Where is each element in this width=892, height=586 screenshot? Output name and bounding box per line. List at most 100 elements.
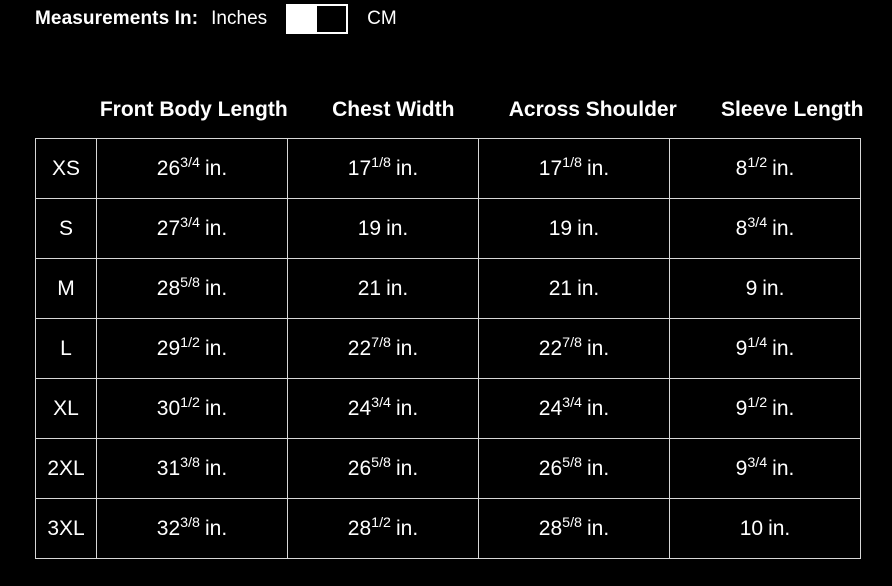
measurement-fraction: 5/8 [562,454,582,471]
size-measurements-table: XS 263/4 in. 171/8 in. 171/8 in. 81/2 in. S 273/4 i… [35,138,861,559]
measurement-cell: 265/8 in. [478,438,670,499]
measurement-cell: 93/4 in. [669,438,861,499]
measurement-whole: 9 [735,336,748,360]
measurement-whole: 26 [156,156,181,180]
measurement-unit: in. [772,336,795,360]
measurement-cell: 81/2 in. [669,138,861,199]
measurement-whole: 28 [538,516,563,540]
measurement-value: 171/8 in. [347,155,418,181]
measurement-whole: 19 [357,216,382,240]
measurement-cell: 273/4 in. [96,198,288,259]
measurement-value: 21 in. [549,277,600,301]
measurement-whole: 28 [347,516,372,540]
size-label-cell: S [35,198,97,259]
measurement-fraction: 3/4 [180,154,200,171]
table-row: XS 263/4 in. 171/8 in. 171/8 in. 81/2 in. [35,138,861,199]
measurement-whole: 27 [156,216,181,240]
measurement-value: 227/8 in. [539,335,609,361]
measurement-unit: in. [768,516,791,540]
measurement-value: 19 in. [549,217,600,241]
measurement-whole: 8 [735,216,748,240]
measurement-fraction: 5/8 [371,454,391,471]
measurement-whole: 24 [538,396,563,420]
measurement-value: 83/4 in. [735,214,795,241]
measurement-unit: in. [205,516,228,540]
measurement-unit: in. [205,216,228,240]
measurement-cell: 9 in. [669,258,861,319]
unit-option-inches[interactable]: Inches [211,8,268,29]
measurement-unit: in. [396,456,419,480]
measurement-value: 243/4 in. [538,394,610,421]
measurement-cell: 285/8 in. [478,498,670,559]
measurement-value: 227/8 in. [347,335,419,361]
measurement-value: 313/8 in. [156,455,227,481]
measurement-unit: in. [772,396,795,420]
measurement-value: 9 in. [746,277,785,301]
measurement-cell: 313/8 in. [96,438,288,499]
measurement-unit: in. [396,336,419,360]
measurement-fraction: 1/4 [747,334,768,351]
measurement-value: 19 in. [358,217,409,241]
measurement-cell: 171/8 in. [478,138,670,199]
column-header-across-shoulder: Across Shoulder [508,98,677,121]
measurement-unit: in. [396,396,419,420]
measurement-fraction: 3/4 [562,394,582,411]
column-headers: Front Body Length Chest Width Across Sho… [94,92,892,128]
size-label-cell: L [35,318,97,379]
measurement-fraction: 3/4 [371,394,391,411]
measurement-cell: 227/8 in. [287,318,479,379]
measurement-fraction: 3/4 [747,214,768,231]
measurement-unit: in. [772,456,795,480]
measurement-whole: 32 [156,516,181,540]
measurement-cell: 243/4 in. [478,378,670,439]
table-row: 2XL 313/8 in. 265/8 in. 265/8 in. 93/4 in. [35,438,861,499]
measurement-value: 81/2 in. [736,155,795,181]
measurement-value: 93/4 in. [736,454,795,481]
size-label-cell: 2XL [35,438,97,499]
measurement-value: 171/8 in. [538,155,609,181]
table-row: 3XL 323/8 in. 281/2 in. 285/8 in. 10 in. [35,498,861,559]
measurement-value: 285/8 in. [156,275,227,301]
measurement-unit: in. [205,396,228,420]
measurement-cell: 83/4 in. [669,198,861,259]
measurement-fraction: 1/2 [747,394,768,411]
measurement-unit: in. [587,396,610,420]
measurement-whole: 9 [735,396,748,420]
measurement-unit: in. [205,336,228,360]
measurement-whole: 30 [156,396,181,420]
measurement-cell: 91/4 in. [669,318,861,379]
measurement-cell: 21 in. [478,258,670,319]
measurement-cell: 265/8 in. [287,438,479,499]
table-row: S 273/4 in. 19 in. 19 in. 83/4 in. [35,198,861,259]
measurement-fraction: 5/8 [562,514,582,531]
measurement-whole: 26 [347,456,372,480]
toggle-knob [288,6,318,32]
measurement-unit: in. [772,156,795,180]
measurement-unit: in. [762,276,785,300]
measurement-whole: 21 [357,276,382,300]
measurement-cell: 301/2 in. [96,378,288,439]
measurement-whole: 21 [548,276,573,300]
unit-option-cm[interactable]: CM [367,8,397,29]
measurement-fraction: 1/2 [371,514,391,531]
measurement-unit: in. [386,276,409,300]
measurement-whole: 17 [538,156,563,180]
measurement-unit: in. [577,216,600,240]
measurement-fraction: 3/4 [747,454,768,471]
measurement-unit: in. [587,456,610,480]
measurement-whole: 17 [347,156,372,180]
measurement-cell: 171/8 in. [287,138,479,199]
size-label-cell: XL [35,378,97,439]
measurement-whole: 28 [156,276,181,300]
measurement-value: 281/2 in. [347,514,418,541]
measurement-whole: 22 [347,336,372,360]
measurement-unit: in. [577,276,600,300]
units-toggle-switch[interactable] [286,4,349,34]
measurement-unit: in. [205,156,228,180]
measurement-cell: 285/8 in. [96,258,288,319]
table-row: L 291/2 in. 227/8 in. 227/8 in. 91/4 in. [35,318,861,379]
size-label-cell: XS [35,138,97,199]
measurement-whole: 31 [156,456,181,480]
measurement-cell: 291/2 in. [96,318,288,379]
